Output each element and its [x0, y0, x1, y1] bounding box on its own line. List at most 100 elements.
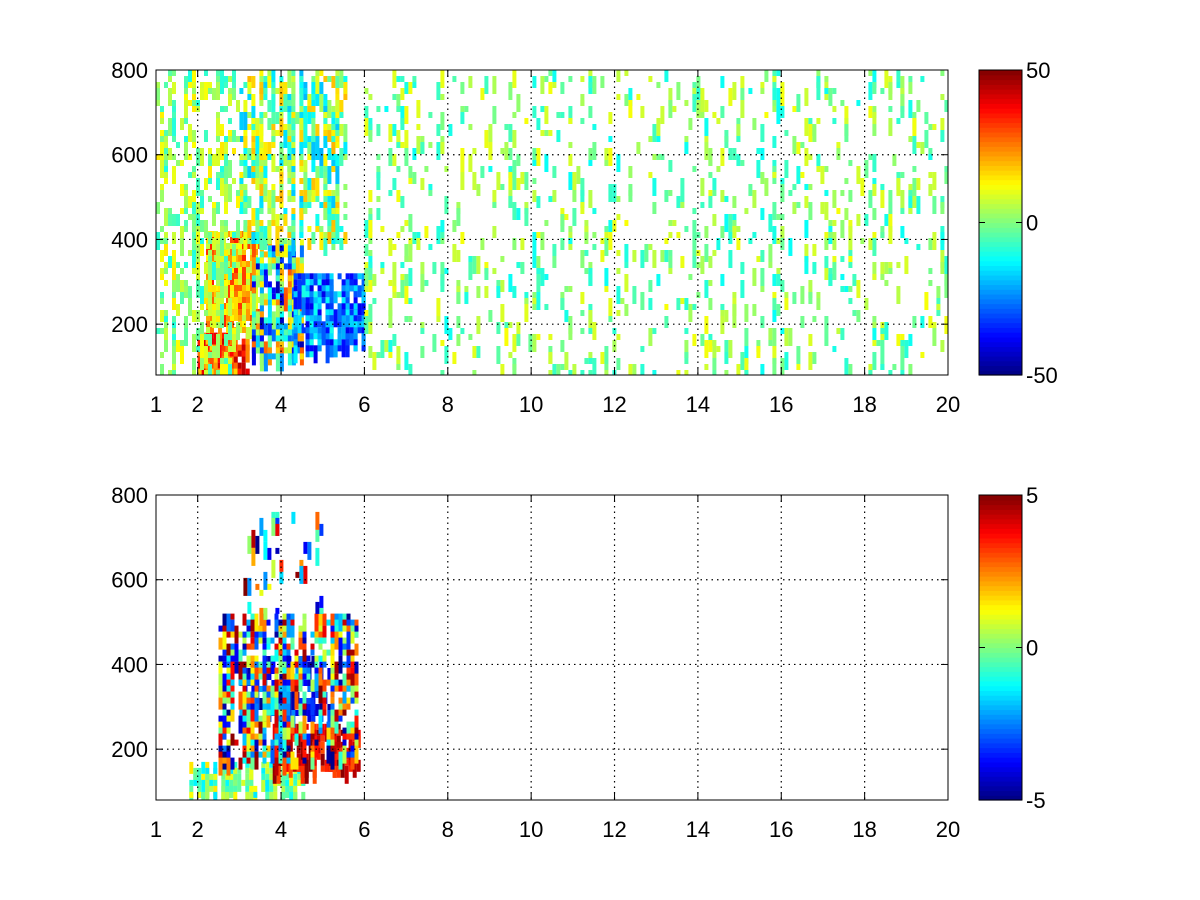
heatmap-cell [920, 76, 925, 82]
heatmap-cell [492, 268, 497, 274]
heatmap-cell [342, 619, 347, 626]
heatmap-cell [312, 765, 317, 784]
heatmap-cell [684, 136, 689, 142]
heatmap-cell [307, 541, 312, 560]
heatmap-cell [492, 202, 497, 208]
heatmap-cell [292, 723, 297, 736]
heatmap-cell [832, 262, 837, 280]
heatmap-cell [692, 238, 697, 256]
heatmap-cell [772, 172, 777, 178]
heatmap-cell [420, 328, 425, 334]
heatmap-cell [267, 100, 272, 112]
heatmap-cell [572, 190, 577, 202]
heatmap-cell [400, 118, 405, 130]
heatmap-cell [239, 88, 244, 94]
heatmap-cell [684, 340, 689, 358]
heatmap-cell [204, 178, 208, 190]
heatmap-cell [780, 328, 785, 334]
heatmap-cell [275, 353, 280, 372]
heatmap-cell [295, 305, 300, 324]
heatmap-cell [293, 309, 298, 316]
heatmap-cell [884, 322, 889, 340]
heatmap-cell [232, 82, 236, 88]
heatmap-cell [508, 172, 513, 190]
heatmap-cell [824, 190, 829, 196]
heatmap-cell [299, 335, 304, 342]
heatmap-cell [354, 631, 359, 638]
heatmap-cell [337, 303, 342, 322]
heatmap-cell [172, 214, 176, 226]
heatmap-cell [228, 160, 232, 178]
heatmap-cell [192, 142, 196, 148]
heatmap-cell [732, 292, 737, 298]
heatmap-cell [239, 112, 244, 130]
heatmap-cell [944, 172, 949, 184]
heatmap-cell [259, 269, 264, 276]
heatmap-cell [832, 232, 837, 250]
heatmap-cell [896, 286, 901, 304]
heatmap-cell [668, 220, 673, 226]
heatmap-cell [212, 310, 216, 328]
heatmap-cell [176, 262, 180, 268]
heatmap-cell [246, 733, 251, 752]
heatmap-cell [226, 667, 231, 674]
heatmap-cell [350, 673, 355, 692]
heatmap-cell [282, 757, 287, 776]
heatmap-cell [832, 220, 837, 226]
heatmap-cell [840, 256, 845, 262]
heatmap-cell [824, 268, 829, 280]
heatmap-cell [247, 238, 252, 244]
heatmap-cell [388, 148, 393, 166]
heatmap-cell [224, 166, 228, 184]
heatmap-cell [288, 747, 293, 754]
heatmap-cell [222, 703, 227, 710]
heatmap-cell [247, 94, 252, 100]
heatmap-cell [224, 82, 228, 88]
heatmap-cell [311, 232, 316, 244]
heatmap-cell [548, 70, 553, 76]
colorbar-segment [979, 279, 1022, 286]
heatmap-cell [279, 202, 284, 208]
heatmap-cell [568, 370, 573, 375]
heatmap-cell [282, 703, 287, 710]
heatmap-cell [188, 100, 192, 106]
heatmap-cell [420, 142, 425, 154]
heatmap-cell [776, 70, 781, 76]
heatmap-cell [229, 785, 234, 792]
heatmap-cell [315, 511, 320, 530]
heatmap-cell [208, 304, 212, 316]
x-tick-label: 12 [602, 392, 626, 417]
heatmap-cell [592, 244, 597, 250]
heatmap-cell [216, 280, 220, 286]
heatmap-cell [208, 196, 212, 202]
colorbar-segment [979, 236, 1022, 243]
heatmap-cell [604, 148, 609, 160]
heatmap-cell [250, 673, 255, 680]
heatmap-cell [368, 280, 373, 292]
heatmap-cell [700, 100, 705, 112]
heatmap-cell [484, 286, 489, 298]
heatmap-cell [692, 166, 697, 172]
heatmap-cell [337, 321, 342, 328]
heatmap-cell [160, 226, 164, 232]
heatmap-cell [263, 112, 268, 118]
heatmap-cell [275, 607, 280, 614]
heatmap-cell [311, 142, 316, 160]
heatmap-cell [624, 70, 629, 76]
heatmap-cell [452, 244, 457, 262]
heatmap-cell [311, 112, 316, 118]
heatmap-cell [279, 257, 284, 264]
heatmap-cell [275, 305, 280, 324]
heatmap-cell [233, 791, 238, 800]
heatmap-cell [172, 82, 176, 94]
heatmap-cell [302, 751, 307, 758]
heatmap-cell [668, 190, 673, 196]
heatmap-cell [301, 285, 306, 298]
colorbar-segment [979, 198, 1022, 205]
heatmap-cell [270, 697, 275, 716]
heatmap-cell [291, 82, 296, 100]
heatmap-cell [364, 316, 369, 334]
heatmap-cell [872, 328, 877, 340]
colorbar-segment [979, 79, 1022, 85]
heatmap-cell [476, 286, 481, 298]
